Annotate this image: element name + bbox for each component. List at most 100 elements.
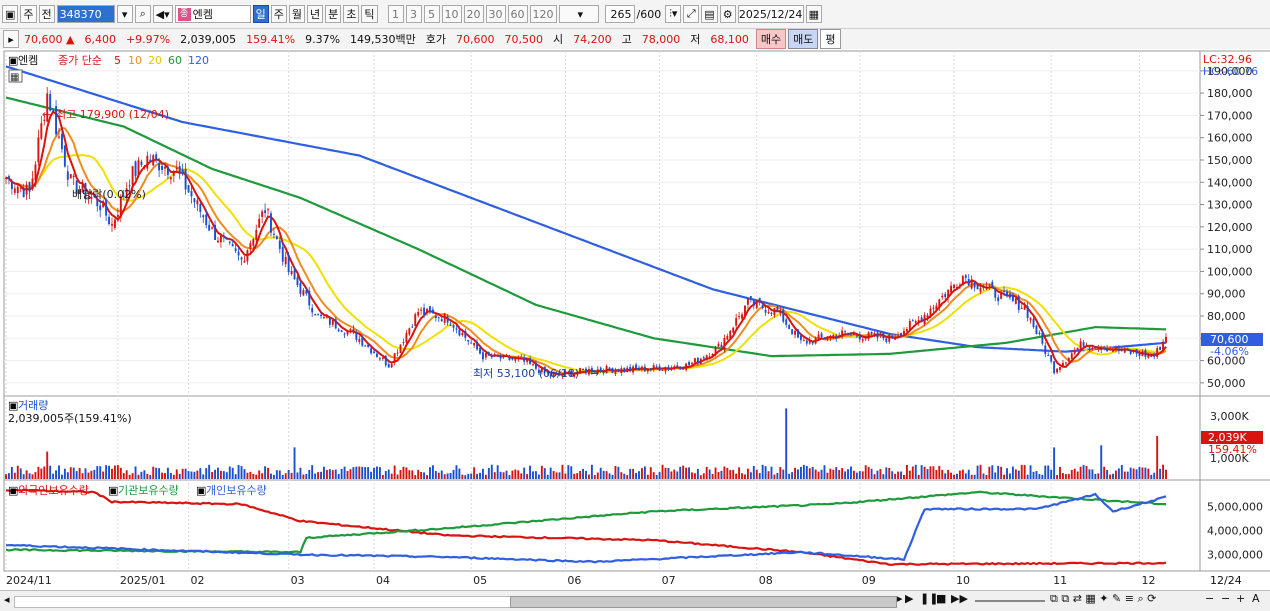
tab-second[interactable]: 초 <box>343 5 360 23</box>
stop-icon[interactable]: ■ <box>936 592 947 605</box>
play-icon[interactable]: ▶ <box>905 592 914 605</box>
sell-button[interactable]: 매도 <box>788 29 819 49</box>
candle-body <box>264 210 267 214</box>
candle-body <box>1038 332 1041 335</box>
volume-bar <box>929 466 932 479</box>
volume-bar <box>284 473 287 479</box>
stock-code-input[interactable]: 348370 <box>56 5 115 23</box>
legend-institution-marker: ▣ <box>108 484 118 497</box>
volume-bar <box>1082 465 1085 479</box>
volume-bar <box>1009 473 1011 479</box>
pin-icon[interactable]: ▸ <box>3 30 19 48</box>
save-icon[interactable]: ▤ <box>701 5 718 23</box>
horizontal-scrollbar[interactable] <box>14 596 512 608</box>
candle-body <box>75 180 78 194</box>
minute-120-button[interactable]: 120 <box>529 5 557 23</box>
volume-bar <box>797 469 799 479</box>
candle-body <box>28 182 31 192</box>
volume-bar <box>205 468 208 479</box>
compare-icon[interactable]: ⤢ <box>683 5 700 23</box>
volume-bar <box>517 470 520 479</box>
pause-icon[interactable]: ❚❚ <box>920 592 939 605</box>
zoom-reset-icon[interactable]: − <box>1221 592 1231 605</box>
eval-button[interactable]: 평 <box>820 29 841 49</box>
zoom-slider[interactable] <box>975 600 1045 602</box>
volume-bar <box>214 469 216 479</box>
tab-monthly[interactable]: 월 <box>288 5 306 23</box>
layout-icon[interactable]: ▣ <box>2 5 19 23</box>
candle-body <box>738 316 741 318</box>
scroll-left-icon[interactable]: ◂ <box>4 593 10 606</box>
candle-body <box>43 119 46 121</box>
candle-body <box>1132 350 1135 352</box>
candle-body <box>337 329 340 332</box>
minute-20-button[interactable]: 20 <box>463 5 484 23</box>
volume-bar <box>938 465 941 479</box>
zoom-out-icon[interactable]: − <box>1205 592 1215 605</box>
volume-bar <box>172 474 175 479</box>
candle-body <box>367 344 370 347</box>
stock-name-field[interactable]: 종 엔켐 <box>174 5 251 23</box>
count-input[interactable]: 265 <box>604 5 635 23</box>
candle-body <box>1041 332 1044 344</box>
table-icon[interactable] <box>8 69 23 83</box>
fast-forward-icon[interactable]: ▶▶ <box>951 592 968 605</box>
calendar-icon[interactable]: ▦ <box>805 5 823 23</box>
candle-style-icon[interactable]: ⫶▾ <box>665 5 682 23</box>
tab-minute[interactable]: 분 <box>325 5 342 23</box>
candle-body <box>888 334 891 342</box>
scrollbar-thumb[interactable] <box>510 596 897 608</box>
candle-body <box>900 333 902 336</box>
zoom-in-icon[interactable]: + <box>1236 592 1246 605</box>
tab-weekly[interactable]: 주 <box>270 5 287 23</box>
tab-daily[interactable]: 일 <box>252 5 269 23</box>
candle-body <box>1020 307 1023 309</box>
candle-body <box>858 334 861 340</box>
ma60-line <box>5 96 1167 358</box>
candle-body <box>196 200 199 205</box>
minute-3-button[interactable]: 3 <box>405 5 422 23</box>
candle-body <box>1026 305 1029 319</box>
candle-body <box>249 243 252 250</box>
buy-button[interactable]: 매수 <box>755 29 787 49</box>
volume-bar <box>414 475 417 479</box>
scroll-right-icon[interactable]: ▸ <box>897 592 903 605</box>
dropdown-icon[interactable]: ▾ <box>116 5 133 23</box>
low-annotation: 최저 53,100 (06/18) <box>473 367 579 380</box>
minute-30-button[interactable]: 30 <box>485 5 506 23</box>
stock-chart[interactable]: 190,000 180,000 170,000 160,000 150,000 140,0… <box>0 49 1270 604</box>
speaker-icon[interactable]: ◀▾ <box>152 5 173 23</box>
font-size-icon[interactable]: A <box>1252 592 1260 605</box>
interval-select[interactable]: ▾ <box>558 5 599 23</box>
lc-indicator: LC:32.96 <box>1203 53 1252 66</box>
bid-price: 70,500 <box>504 32 544 46</box>
minute-1-button[interactable]: 1 <box>387 5 404 23</box>
volume-bar <box>593 475 596 479</box>
minute-10-button[interactable]: 10 <box>441 5 462 23</box>
price-tick-label: 130,000 <box>1207 199 1253 212</box>
tab-tick[interactable]: 틱 <box>361 5 378 23</box>
candle-body <box>744 305 746 317</box>
search-icon[interactable]: ⌕ <box>134 5 151 23</box>
period-week-button[interactable]: 주 <box>20 5 37 23</box>
volume-bar <box>376 466 378 479</box>
candle-body <box>814 337 817 344</box>
holding-line <box>5 488 1167 566</box>
candle-body <box>714 346 717 355</box>
gear-icon[interactable]: ⚙ <box>719 5 736 23</box>
volume-bar <box>570 466 573 479</box>
candle-body <box>381 357 384 359</box>
date-input[interactable]: 2025/12/24 <box>737 5 804 23</box>
candle-body <box>873 332 876 336</box>
volume-bar <box>905 464 908 479</box>
volume-bar <box>131 473 134 479</box>
minute-5-button[interactable]: 5 <box>423 5 440 23</box>
candle-body <box>764 309 767 313</box>
tab-yearly[interactable]: 년 <box>307 5 324 23</box>
candle-body <box>526 359 529 362</box>
candle-body <box>405 333 408 343</box>
candle-body <box>811 342 814 344</box>
tool-icons[interactable]: ⧉ ⧉ ⇄ ▦ ✦ ✎ ≡ ⌕ ⟳ <box>1050 592 1157 605</box>
period-all-button[interactable]: 전 <box>38 5 55 23</box>
minute-60-button[interactable]: 60 <box>507 5 528 23</box>
